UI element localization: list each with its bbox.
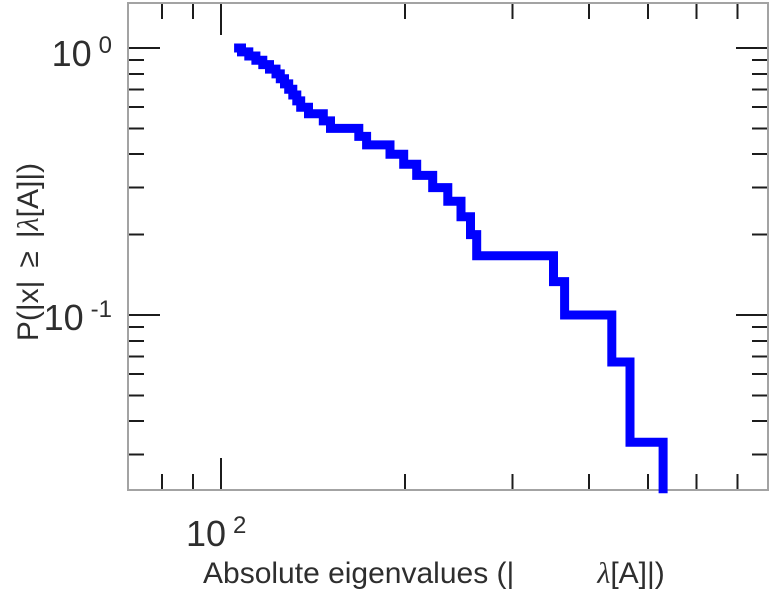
y-axis-label-suffix: [A]|) — [12, 162, 45, 218]
y-tick-1e-1-exponent: -1 — [90, 296, 112, 323]
y-tick-1e0-exponent: 0 — [98, 32, 112, 59]
ccdf-step-curve — [234, 43, 668, 494]
x-axis-label: Absolute eigenvalues (| λ[A]|) — [203, 558, 665, 590]
y-tick-1e0-base: 10 — [51, 33, 92, 74]
lambda-symbol: λ — [597, 557, 611, 590]
x-tick-1e2-exponent: 2 — [233, 512, 247, 539]
axis-ticks — [129, 4, 767, 489]
x-tick-1e2-base: 10 — [186, 513, 227, 554]
y-tick-label-1e0: 10 0 — [22, 34, 112, 72]
plot-frame — [127, 2, 769, 491]
geq-symbol: ≥ — [12, 251, 45, 268]
y-tick-label-1e-1: 10 -1 — [12, 298, 112, 336]
y-tick-1e-1-base: 10 — [43, 297, 84, 338]
x-axis-label-suffix: [A]|) — [610, 557, 665, 590]
y-axis-label: P(|x| ≥ |λ[A]|) — [12, 122, 53, 382]
y-axis-label-prefix: P(|x| — [12, 280, 45, 342]
x-axis-label-text: Absolute eigenvalues (| — [203, 557, 515, 590]
x-tick-label-1e2: 10 2 — [186, 514, 246, 552]
lambda-symbol: λ — [12, 217, 45, 231]
y-axis-label-bar: | — [12, 230, 45, 239]
